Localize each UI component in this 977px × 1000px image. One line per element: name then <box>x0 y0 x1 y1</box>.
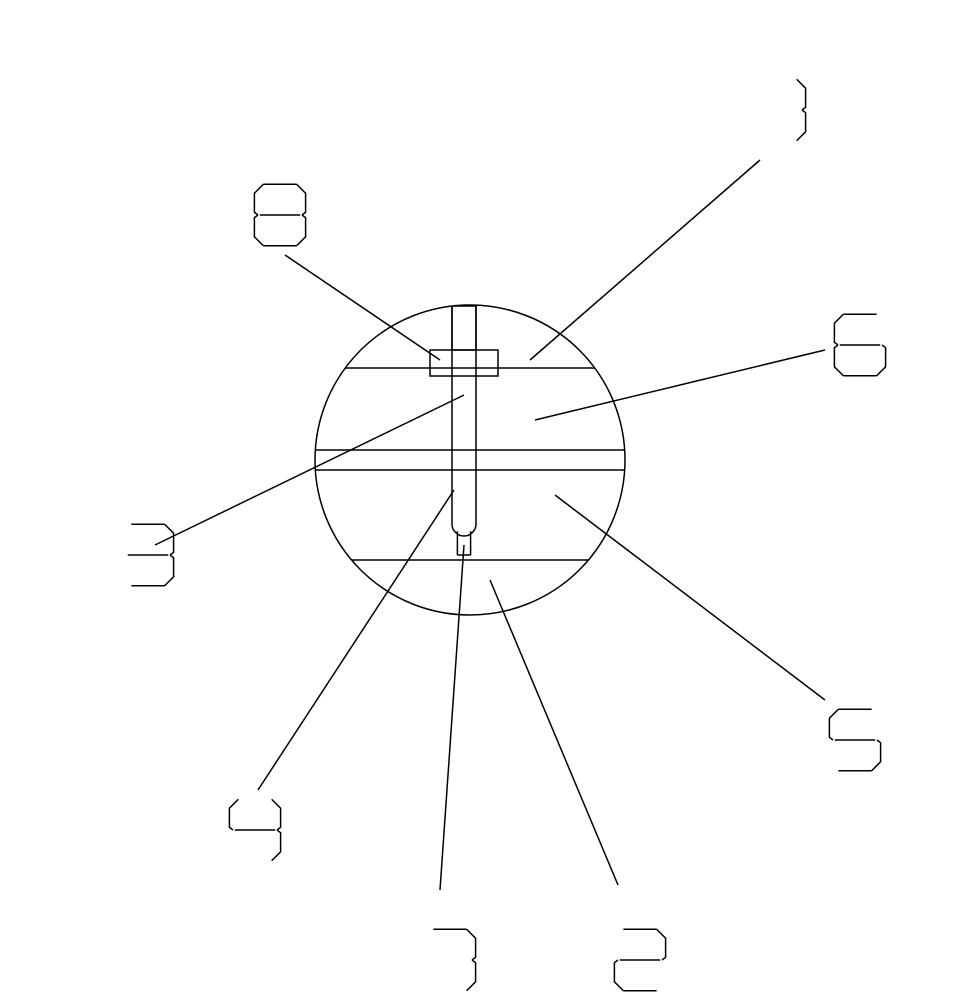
label-6 <box>834 314 885 375</box>
leader-line-6 <box>535 350 825 420</box>
label-2 <box>614 929 665 990</box>
leader-line-2 <box>490 580 618 885</box>
leader-line-1 <box>530 160 760 360</box>
label-8 <box>254 184 305 245</box>
label-1 <box>797 79 806 140</box>
label-7 <box>433 929 475 990</box>
label-5 <box>829 709 880 770</box>
technical-drawing <box>0 0 977 1000</box>
label-4 <box>229 799 280 860</box>
leader-line-5 <box>555 495 825 700</box>
leader-line-8 <box>285 255 440 360</box>
label-3 <box>128 524 174 585</box>
diagram-root <box>0 0 977 1000</box>
leader-line-4 <box>258 490 454 790</box>
leader-line-7 <box>440 545 464 890</box>
